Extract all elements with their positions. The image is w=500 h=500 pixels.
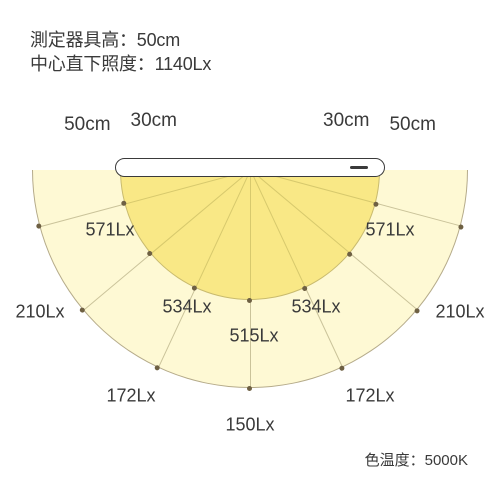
lamp-slot-icon bbox=[350, 166, 368, 169]
center-illuminance-label: 中心直下照度：1140Lx bbox=[30, 52, 211, 76]
lux-value-label: 534Lx bbox=[162, 297, 211, 318]
intersection-dot bbox=[247, 298, 252, 303]
lux-value-label: 571Lx bbox=[85, 220, 134, 241]
lux-value-label: 571Lx bbox=[365, 220, 414, 241]
color-temperature-label: 色温度：5000K bbox=[365, 449, 468, 470]
lux-value-label: 210Lx bbox=[15, 302, 64, 323]
lux-value-label: 515Lx bbox=[229, 326, 278, 347]
lux-value-label: 150Lx bbox=[225, 415, 274, 436]
lux-value-label: 172Lx bbox=[106, 386, 155, 407]
lamp-fixture-icon bbox=[115, 158, 385, 177]
fixture-height-label: 測定器具高：50cm bbox=[30, 28, 211, 52]
dist-label-inner-right: 30cm bbox=[323, 110, 369, 132]
lux-value-label: 172Lx bbox=[345, 386, 394, 407]
dist-label-outer-left: 50cm bbox=[64, 114, 110, 136]
dist-label-inner-left: 30cm bbox=[131, 110, 177, 132]
measurement-header: 測定器具高：50cm 中心直下照度：1140Lx bbox=[30, 28, 211, 77]
top-distance-labels: 50cm 30cm 30cm 50cm bbox=[0, 110, 500, 132]
lux-value-label: 534Lx bbox=[291, 297, 340, 318]
lux-value-label: 210Lx bbox=[435, 302, 484, 323]
dist-label-outer-right: 50cm bbox=[389, 114, 435, 136]
ray bbox=[249, 170, 251, 388]
intersection-dot bbox=[247, 386, 252, 391]
